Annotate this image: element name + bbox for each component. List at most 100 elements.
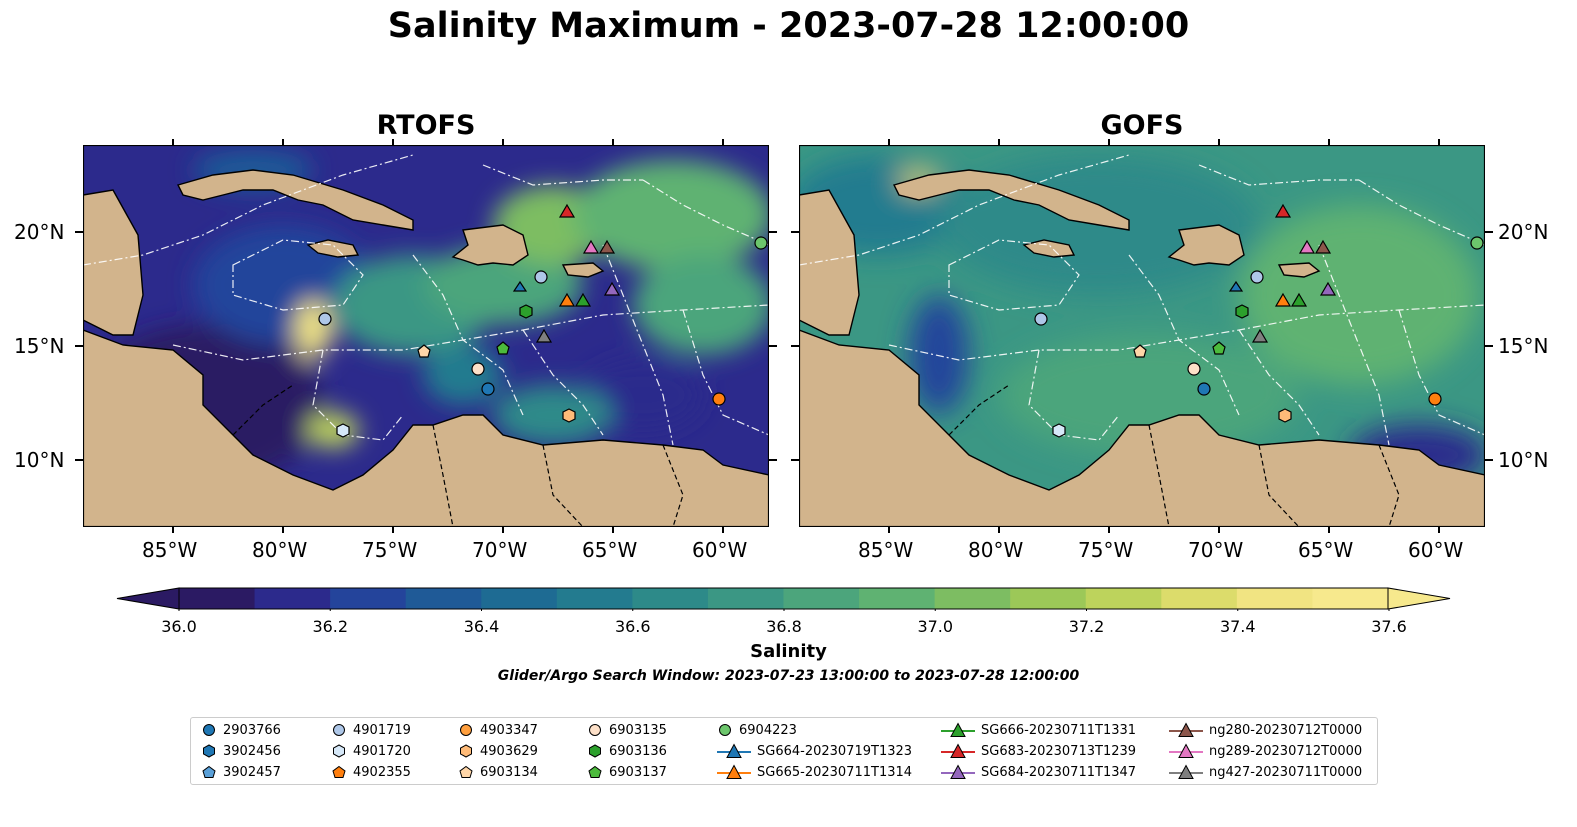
colorbar-band — [1312, 588, 1389, 609]
legend-label: 4901720 — [353, 743, 411, 759]
colorbar-band — [1085, 588, 1162, 609]
internal-borders — [948, 384, 1400, 527]
map-rtofs — [83, 145, 769, 527]
colorbar-tick-label: 36.4 — [463, 617, 500, 636]
legend-item: 4903347 — [458, 720, 538, 740]
legend-label: 4903629 — [480, 743, 538, 759]
colorbar-tick-label: 37.6 — [1371, 617, 1407, 636]
legend-circle-marker — [203, 724, 215, 736]
colorbar-band — [179, 588, 256, 609]
x-tick-label: 65°W — [582, 538, 638, 562]
y-tick-label: 15°N — [1498, 334, 1549, 358]
x-tick-label: 85°W — [858, 538, 914, 562]
legend: 2903766 3902456 3902457 4901719 4901720 49023… — [190, 717, 1378, 785]
colorbar-band — [330, 588, 407, 609]
colorbar-band — [632, 588, 709, 609]
colorbar-tick-label: 36.2 — [312, 617, 349, 636]
legend-pentagon-marker — [202, 765, 216, 778]
legend-label: ng289-20230712T0000 — [1209, 743, 1363, 759]
y-tick-label: 20°N — [14, 220, 65, 244]
legend-label: 3902457 — [223, 764, 281, 780]
legend-triangle-marker — [717, 743, 751, 758]
colorbar-tick-label: 36.8 — [766, 617, 802, 636]
boundary-lines — [799, 154, 1485, 446]
y-tick-label: 15°N — [14, 334, 65, 358]
colorbar-max-extend — [1387, 587, 1451, 610]
legend-label: SG684-20230711T1347 — [981, 764, 1137, 780]
panel-title-gofs: GOFS — [1100, 110, 1184, 141]
x-tick-label: 80°W — [252, 538, 308, 562]
legend-label: SG683-20230713T1239 — [981, 743, 1137, 759]
panel-title-rtofs: RTOFS — [376, 110, 476, 141]
legend-circle-marker — [333, 724, 345, 736]
legend-item: SG684-20230711T1347 — [941, 762, 1136, 782]
colorbar-band — [481, 588, 558, 609]
legend-triangle-marker — [941, 743, 975, 758]
legend-hexagon-marker — [333, 744, 345, 758]
legend-label: 3902456 — [223, 743, 281, 759]
colorbar-band — [556, 588, 633, 609]
legend-item: 2903766 — [201, 720, 281, 740]
legend-circle-marker — [589, 724, 601, 736]
legend-label: 6903137 — [609, 764, 667, 780]
legend-hexagon-marker — [203, 744, 215, 758]
x-tick-label: 70°W — [1188, 538, 1244, 562]
legend-triangle-marker — [1169, 722, 1203, 737]
legend-circle-marker — [460, 724, 472, 736]
x-tick-label: 70°W — [472, 538, 528, 562]
legend-label: SG666-20230711T1331 — [981, 722, 1137, 738]
legend-label: 2903766 — [223, 722, 281, 738]
legend-item: 6903136 — [587, 741, 667, 761]
y-tick-label: 20°N — [1498, 220, 1549, 244]
y-tick-label: 10°N — [14, 448, 65, 472]
colorbar-band — [1236, 588, 1313, 609]
legend-item: SG665-20230711T1314 — [717, 762, 912, 782]
x-tick-label: 60°W — [1408, 538, 1464, 562]
colorbar-band — [1161, 588, 1238, 609]
colorbar-band — [934, 588, 1011, 609]
colorbar-tick-label: 37.2 — [1068, 617, 1105, 636]
legend-item: SG666-20230711T1331 — [941, 720, 1136, 740]
legend-item: 4901719 — [331, 720, 411, 740]
legend-item: 4902355 — [331, 762, 411, 782]
legend-triangle-marker — [941, 764, 975, 779]
colorbar-band — [1010, 588, 1087, 609]
x-tick-label: 75°W — [1078, 538, 1134, 562]
legend-item: SG683-20230713T1239 — [941, 741, 1136, 761]
legend-item: SG664-20230719T1323 — [717, 741, 912, 761]
legend-item: 4903629 — [458, 741, 538, 761]
observation-markers-rtofs — [318, 203, 768, 438]
legend-pentagon-marker — [459, 765, 473, 778]
colorbar-tick-label: 37.4 — [1219, 617, 1256, 636]
colorbar-band — [254, 588, 331, 609]
colorbar-tick-label: 37.0 — [917, 617, 954, 636]
legend-label: 4901719 — [353, 722, 411, 738]
colorbar-tick-label: 36.0 — [161, 617, 197, 636]
legend-circle-marker — [719, 724, 731, 736]
legend-label: SG665-20230711T1314 — [757, 764, 913, 780]
legend-hexagon-marker — [589, 744, 601, 758]
legend-hexagon-marker — [460, 744, 472, 758]
internal-borders — [232, 384, 684, 527]
figure-title: Salinity Maximum - 2023-07-28 12:00:00 — [387, 6, 1190, 46]
y-tick-label: 10°N — [1498, 448, 1549, 472]
legend-item: 6903137 — [587, 762, 667, 782]
legend-label: 6903136 — [609, 743, 667, 759]
legend-label: SG664-20230719T1323 — [757, 743, 913, 759]
observation-markers-gofs — [1034, 203, 1484, 438]
legend-label: 6904223 — [739, 722, 797, 738]
legend-triangle-marker — [717, 764, 751, 779]
axis-tick-marks — [75, 139, 1493, 533]
legend-label: ng427-20230711T0000 — [1209, 764, 1363, 780]
legend-label: 4903347 — [480, 722, 538, 738]
legend-triangle-marker — [1169, 764, 1203, 779]
colorbar-band — [859, 588, 936, 609]
legend-label: 6903134 — [480, 764, 538, 780]
legend-item: 6903134 — [458, 762, 538, 782]
colorbar-min-extend — [116, 587, 180, 610]
search-window-caption: Glider/Argo Search Window: 2023-07-23 13… — [497, 668, 1080, 684]
colorbar-label: Salinity — [750, 641, 827, 662]
legend-item: ng427-20230711T0000 — [1169, 762, 1362, 782]
colorbar-tick-label: 36.6 — [614, 617, 651, 636]
x-tick-label: 75°W — [362, 538, 418, 562]
